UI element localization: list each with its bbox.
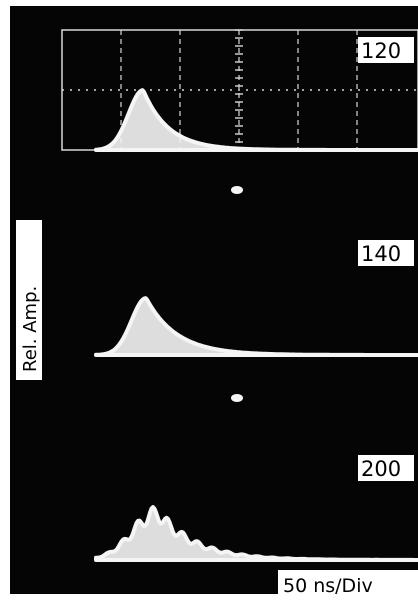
x-axis-label: 50 ns/Div: [283, 575, 373, 597]
oscilloscope-screen: [10, 6, 418, 594]
panel-label-120: 120: [361, 39, 401, 63]
traces: [94, 88, 418, 562]
y-axis-label: Rel. Amp.: [20, 286, 41, 372]
panel-label-200: 200: [361, 457, 401, 481]
panel-label-box-0: 120: [358, 37, 414, 63]
graticule: [61, 29, 418, 151]
y-axis-label-box: Rel. Amp.: [16, 220, 42, 380]
x-axis-label-box: 50 ns/Div: [278, 570, 418, 600]
screen-reflection-spot: [231, 394, 243, 402]
panel-label-box-2: 200: [358, 455, 414, 481]
panel-label-box-1: 140: [358, 240, 414, 266]
panel-label-140: 140: [361, 242, 401, 266]
screen-reflection-spot: [231, 186, 243, 194]
